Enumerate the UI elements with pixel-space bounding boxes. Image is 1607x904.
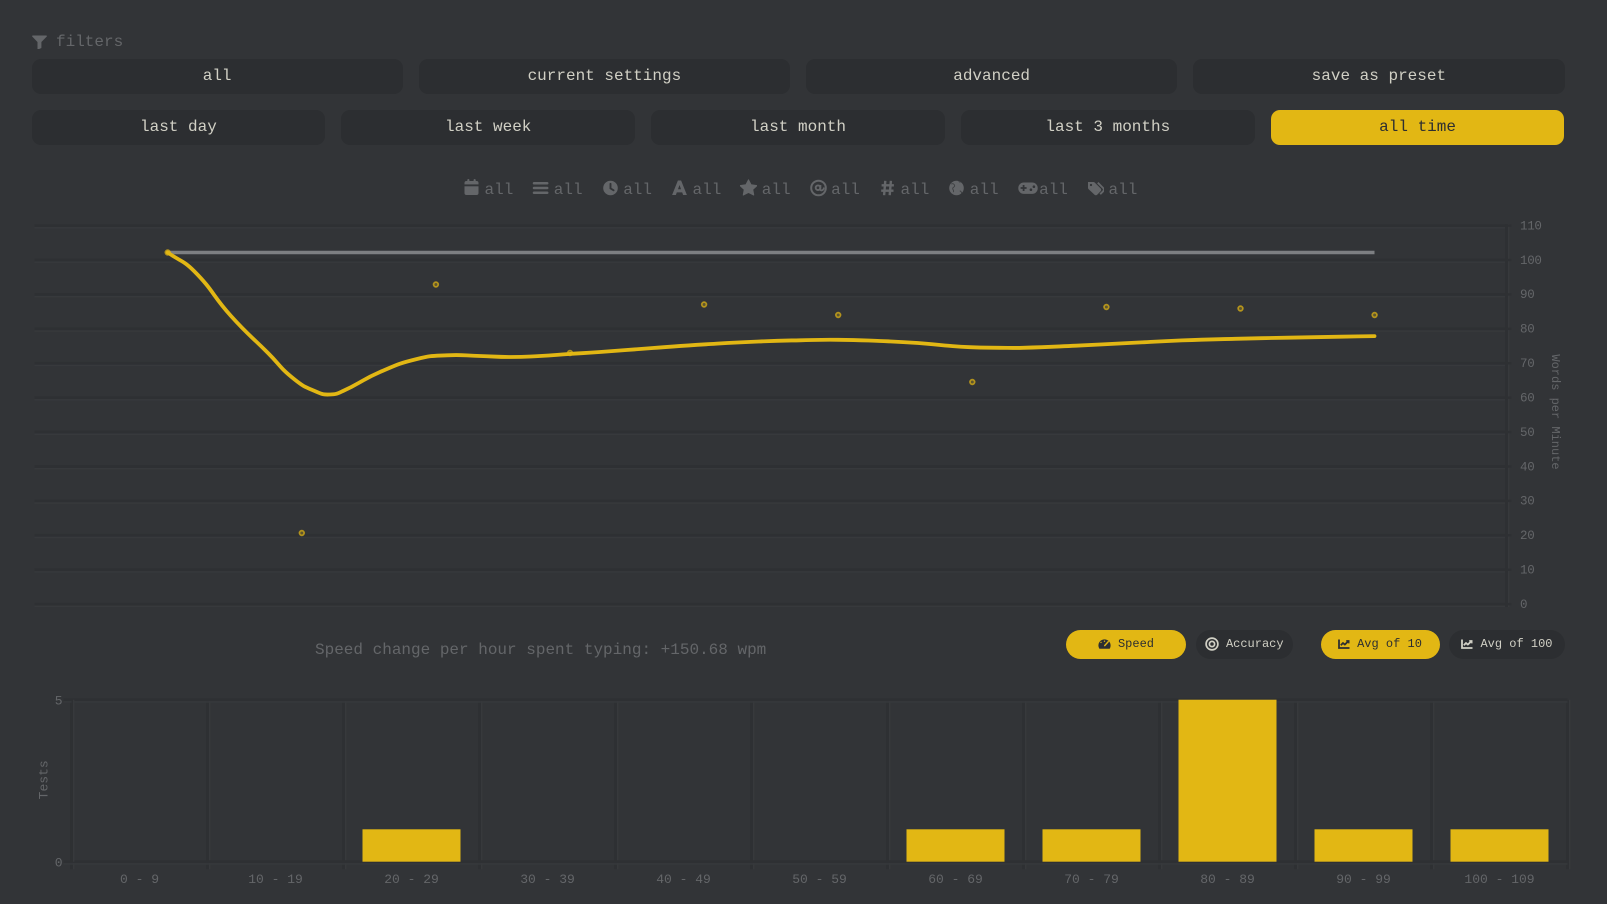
svg-text:110: 110 [1520, 219, 1542, 233]
svg-text:40: 40 [1520, 460, 1534, 474]
svg-text:30 - 39: 30 - 39 [520, 872, 575, 887]
svg-text:100 - 109: 100 - 109 [1464, 872, 1534, 887]
svg-text:90 - 99: 90 - 99 [1336, 872, 1391, 887]
svg-text:10: 10 [1520, 564, 1534, 578]
svg-text:70 - 79: 70 - 79 [1064, 872, 1119, 887]
svg-text:20 - 29: 20 - 29 [384, 872, 439, 887]
svg-text:0 - 9: 0 - 9 [120, 872, 159, 887]
svg-text:Tests: Tests [37, 760, 52, 799]
svg-text:5: 5 [55, 693, 63, 708]
svg-text:0: 0 [55, 855, 63, 870]
svg-text:80 - 89: 80 - 89 [1200, 872, 1255, 887]
svg-text:30: 30 [1520, 495, 1534, 509]
svg-text:40 - 49: 40 - 49 [656, 872, 711, 887]
svg-text:Words per Minute: Words per Minute [1548, 354, 1562, 469]
svg-text:70: 70 [1520, 357, 1534, 371]
svg-text:90: 90 [1520, 288, 1534, 302]
svg-text:50 - 59: 50 - 59 [792, 872, 847, 887]
svg-text:60 - 69: 60 - 69 [928, 872, 983, 887]
svg-text:0: 0 [1520, 598, 1527, 612]
svg-text:10 - 19: 10 - 19 [248, 872, 303, 887]
svg-text:80: 80 [1520, 323, 1534, 337]
svg-text:20: 20 [1520, 529, 1534, 543]
svg-text:60: 60 [1520, 391, 1534, 405]
svg-text:50: 50 [1520, 426, 1534, 440]
svg-text:100: 100 [1520, 254, 1542, 268]
